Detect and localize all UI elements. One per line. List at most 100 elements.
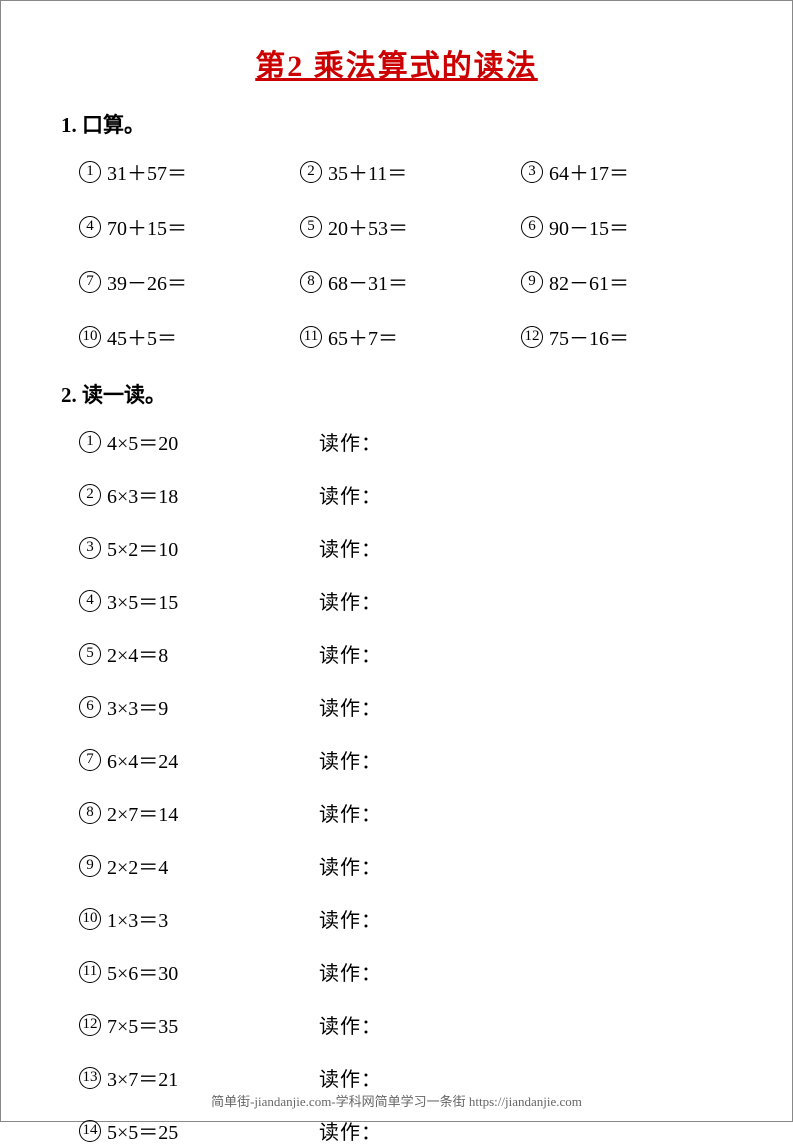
section1-problem: 1 31＋57＝ [79, 157, 290, 186]
section1-grid: 1 31＋57＝ 2 35＋11＝ 3 64＋17＝ 4 70＋15＝ 5 20＋53＝ 6 90－1… [79, 157, 732, 351]
read-label: 读作： [319, 1063, 382, 1092]
problem-expression: 5×6＝30 [107, 957, 178, 986]
section2-row: 1 4×5＝20 读作： [79, 427, 732, 456]
section2-row: 11 5×6＝30 读作： [79, 957, 732, 986]
section1-header: 1. 口算。 [61, 109, 732, 139]
problem-expression: 64＋17＝ [549, 157, 629, 186]
section2-row: 5 2×4＝8 读作： [79, 639, 732, 668]
problem-number: 8 [300, 271, 322, 293]
footer-text: 简单街-jiandanjie.com-学科网简单学习一条街 https://ji… [0, 1091, 793, 1110]
problem-number: 5 [79, 643, 101, 665]
section1-problem: 12 75－16＝ [521, 322, 732, 351]
page-title: 第2 乘法算式的读法 [61, 41, 732, 85]
problem-number: 10 [79, 908, 101, 930]
problem-expression: 2×4＝8 [107, 639, 168, 668]
read-label: 读作： [319, 798, 382, 827]
section2-row: 101×3＝3读作： [79, 904, 732, 933]
read-label: 读作： [319, 427, 382, 456]
section2-row: 9 2×2＝4 读作： [79, 851, 732, 880]
section2-row: 2 6×3＝18 读作： [79, 480, 732, 509]
problem-number: 13 [79, 1067, 101, 1089]
equation-column: 14 5×5＝25 [79, 1116, 319, 1145]
section1-problem: 10 45＋5＝ [79, 322, 290, 351]
section1-problem: 6 90－15＝ [521, 212, 732, 241]
problem-number: 6 [521, 216, 543, 238]
problem-expression: 6×3＝18 [107, 480, 178, 509]
problem-expression: 70＋15＝ [107, 212, 187, 241]
problem-expression: 3×3＝9 [107, 692, 168, 721]
problem-expression: 3×5＝15 [107, 586, 178, 615]
equation-column: 5 2×4＝8 [79, 639, 319, 668]
problem-expression: 3×7＝21 [107, 1063, 178, 1092]
problem-number: 7 [79, 749, 101, 771]
read-label: 读作： [319, 586, 382, 615]
problem-expression: 39－26＝ [107, 267, 187, 296]
problem-number: 2 [79, 484, 101, 506]
section2-row: 4 3×5＝15 读作： [79, 586, 732, 615]
problem-expression: 4×5＝20 [107, 427, 178, 456]
section2-row: 13 3×7＝21 读作： [79, 1063, 732, 1092]
problem-number: 4 [79, 590, 101, 612]
problem-number: 1 [79, 431, 101, 453]
problem-number: 5 [300, 216, 322, 238]
problem-number: 12 [79, 1014, 101, 1036]
problem-expression: 45＋5＝ [107, 322, 177, 351]
equation-column: 11 5×6＝30 [79, 957, 319, 986]
problem-number: 3 [521, 161, 543, 183]
section1-problem: 868－31＝ [300, 267, 511, 296]
section1-problem: 5 20＋53＝ [300, 212, 511, 241]
problem-expression: 7×5＝35 [107, 1010, 178, 1039]
section2-row: 145×5＝25读作： [79, 1116, 732, 1145]
read-label: 读作： [319, 480, 382, 509]
problem-expression: 5×2＝10 [107, 533, 178, 562]
read-label: 读作： [319, 639, 382, 668]
equation-column: 3 5×2＝10 [79, 533, 319, 562]
section1-problem: 1165＋7＝ [300, 322, 511, 351]
equation-column: 10 1×3＝3 [79, 904, 319, 933]
equation-column: 2 6×3＝18 [79, 480, 319, 509]
problem-number: 6 [79, 696, 101, 718]
problem-expression: 82－61＝ [549, 267, 629, 296]
problem-number: 9 [79, 855, 101, 877]
equation-column: 12 7×5＝35 [79, 1010, 319, 1039]
section1-problem: 2 35＋11＝ [300, 157, 511, 186]
section2-row: 63×3＝9读作： [79, 692, 732, 721]
problem-number: 7 [79, 271, 101, 293]
problem-number: 1 [79, 161, 101, 183]
problem-number: 2 [300, 161, 322, 183]
read-label: 读作： [319, 957, 382, 986]
problem-number: 3 [79, 537, 101, 559]
section1-problem: 4 70＋15＝ [79, 212, 290, 241]
problem-expression: 2×7＝14 [107, 798, 178, 827]
problem-expression: 1×3＝3 [107, 904, 168, 933]
problem-number: 9 [521, 271, 543, 293]
equation-column: 1 4×5＝20 [79, 427, 319, 456]
equation-column: 13 3×7＝21 [79, 1063, 319, 1092]
problem-expression: 75－16＝ [549, 322, 629, 351]
problem-expression: 90－15＝ [549, 212, 629, 241]
problem-expression: 5×5＝25 [107, 1116, 178, 1145]
problem-number: 4 [79, 216, 101, 238]
section1-problem: 9 82－61＝ [521, 267, 732, 296]
equation-column: 9 2×2＝4 [79, 851, 319, 880]
equation-column: 82×7＝14 [79, 798, 319, 827]
read-label: 读作： [319, 745, 382, 774]
section2-list: 1 4×5＝20 读作： 2 6×3＝18 读作： 3 5×2＝10 读作： 4 3×5＝15 读作：… [79, 427, 732, 1145]
problem-number: 11 [300, 326, 322, 348]
section2-header: 2. 读一读。 [61, 379, 732, 409]
section2-row: 82×7＝14读作： [79, 798, 732, 827]
problem-number: 10 [79, 326, 101, 348]
problem-expression: 31＋57＝ [107, 157, 187, 186]
read-label: 读作： [319, 851, 382, 880]
problem-number: 12 [521, 326, 543, 348]
section2-row: 3 5×2＝10 读作： [79, 533, 732, 562]
problem-number: 14 [79, 1120, 101, 1142]
section1-problem: 3 64＋17＝ [521, 157, 732, 186]
section2-row: 127×5＝35读作： [79, 1010, 732, 1039]
read-label: 读作： [319, 533, 382, 562]
problem-expression: 35＋11＝ [328, 157, 407, 186]
worksheet-page: 第2 乘法算式的读法 1. 口算。 1 31＋57＝ 2 35＋11＝ 3 64＋17＝ 4… [0, 0, 793, 1122]
problem-expression: 20＋53＝ [328, 212, 408, 241]
problem-number: 11 [79, 961, 101, 983]
problem-expression: 2×2＝4 [107, 851, 168, 880]
